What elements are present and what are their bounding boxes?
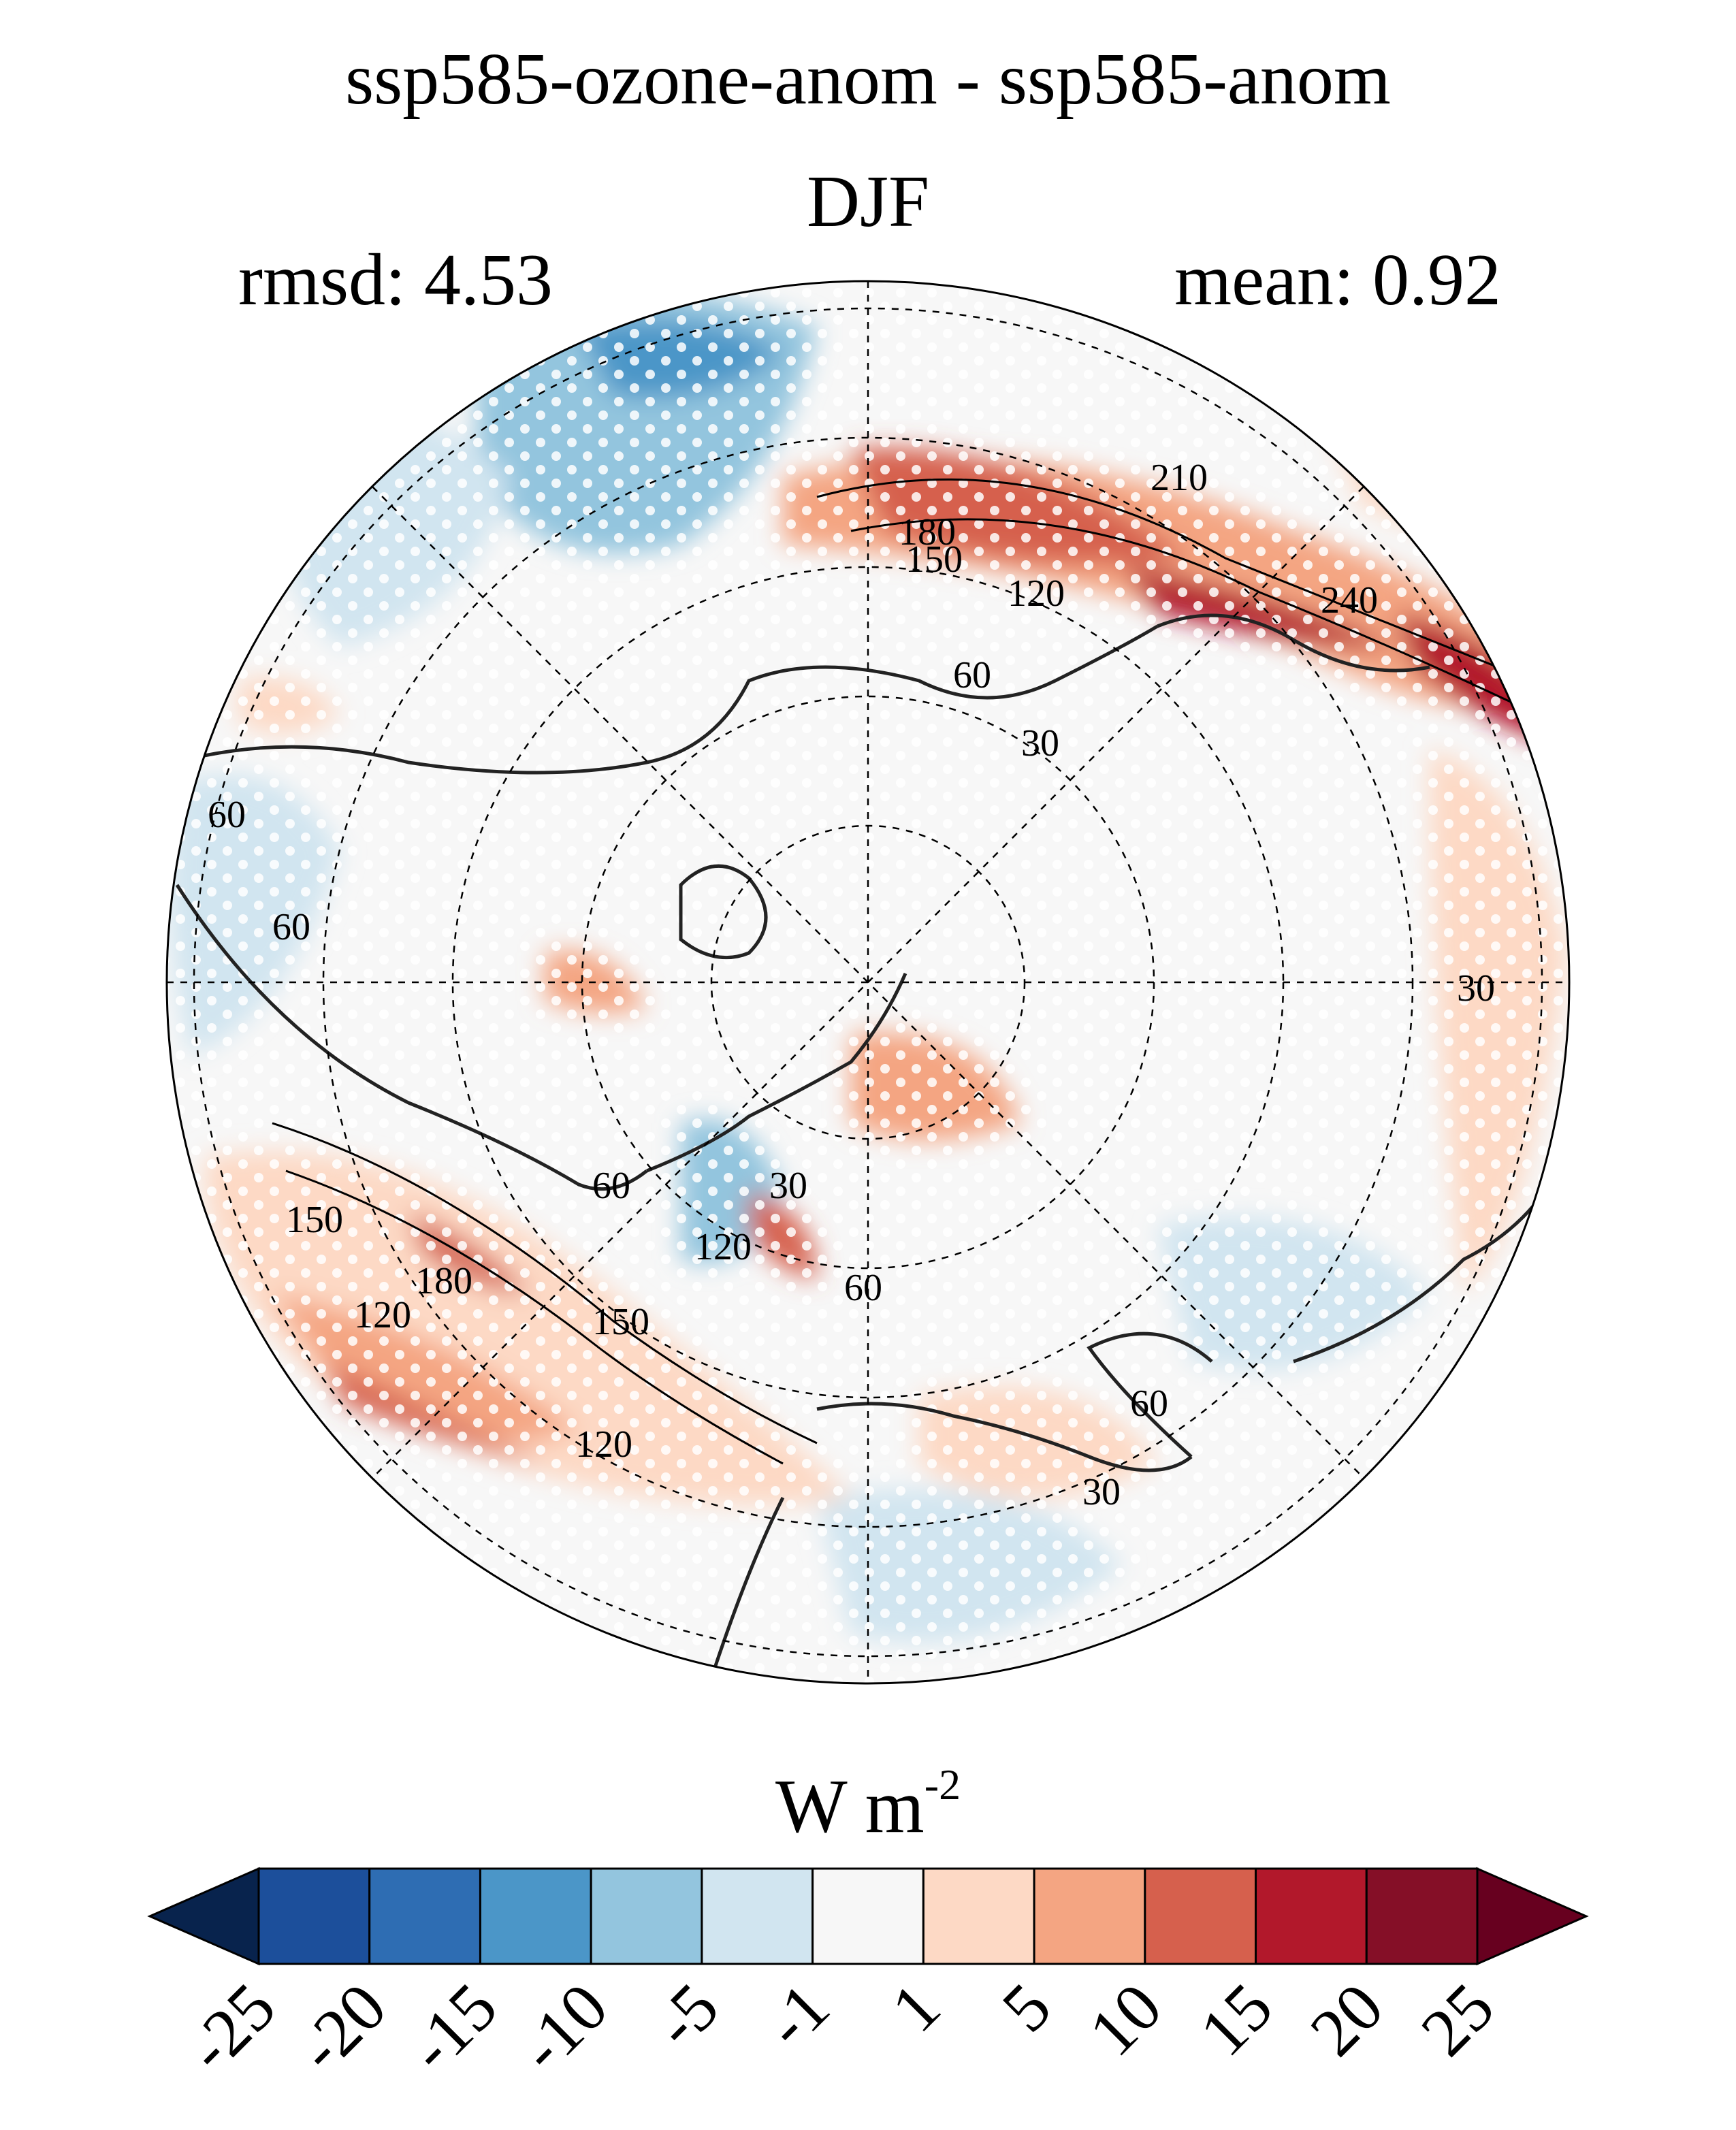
colorbar-box [811,1867,925,1965]
map-field [167,281,1569,1683]
colorbar-over-triangle [1476,1867,1589,1966]
contour-label: 120 [1008,572,1065,615]
colorbar-box [922,1867,1035,1965]
colorbar-box [479,1867,592,1965]
colorbar-tick-label: 1 [877,1969,954,2046]
colorbar-box [1255,1867,1368,1965]
season-label: DJF [806,161,930,242]
colorbar-tick-label: -5 [639,1969,733,2062]
polar-map: 210 180 150 120 240 60 30 60 30 60 150 1… [165,280,1571,1685]
contour-label: 180 [899,511,956,553]
colorbar-box [1033,1867,1146,1965]
mean-label: mean: 0.92 [1174,240,1501,321]
contour-label: 210 [1151,457,1208,499]
contour-label: 60 [208,794,246,836]
contour-label: 30 [1457,967,1495,1010]
colorbar-tick-label: -15 [393,1969,511,2086]
colorbar-tick-label: -25 [172,1969,290,2086]
colorbar-tick-label: 25 [1407,1969,1508,2070]
contour-label: 30 [1082,1471,1121,1513]
contour-label: 60 [592,1165,630,1207]
map-boundary [165,280,1571,1685]
contour-label: 60 [1130,1383,1168,1425]
colorbar-box [1365,1867,1479,1965]
colorbar-tick-label: -10 [504,1969,622,2086]
contour-label: 30 [1021,722,1059,764]
units-label: W m-2 [775,1760,961,1849]
colorbar-tick-label: 20 [1296,1969,1398,2070]
colorbar-tick-label: -20 [283,1969,401,2086]
colorbar-box [590,1867,703,1965]
colorbar-box [1144,1867,1257,1965]
rmsd-label: rmsd: 4.53 [238,240,553,321]
contour-label: 150 [905,538,963,581]
contour-label: 60 [272,906,310,948]
colorbar-tick-label: 15 [1185,1969,1287,2070]
contour-label: 60 [844,1267,882,1309]
colorbar-tick-label: -1 [750,1969,843,2062]
colorbar-under-triangle [147,1867,260,1966]
contour-label: 180 [415,1260,472,1302]
contour-label: 240 [1321,579,1378,622]
map-title: ssp585-ozone-anom - ssp585-anom [345,39,1391,120]
contour-label: 30 [769,1165,807,1207]
colorbar-box [368,1867,481,1965]
contour-label: 150 [286,1199,343,1241]
colorbar-tick-label: 5 [988,1969,1065,2046]
contour-label: 120 [694,1226,752,1268]
colorbar-tick-label: 10 [1074,1969,1176,2070]
colorbar-box [701,1867,814,1965]
contour-label: 120 [575,1423,632,1466]
contour-label: 120 [354,1294,411,1336]
colorbar-box [257,1867,371,1965]
contour-label: 60 [953,654,991,696]
contour-label: 150 [592,1301,649,1343]
